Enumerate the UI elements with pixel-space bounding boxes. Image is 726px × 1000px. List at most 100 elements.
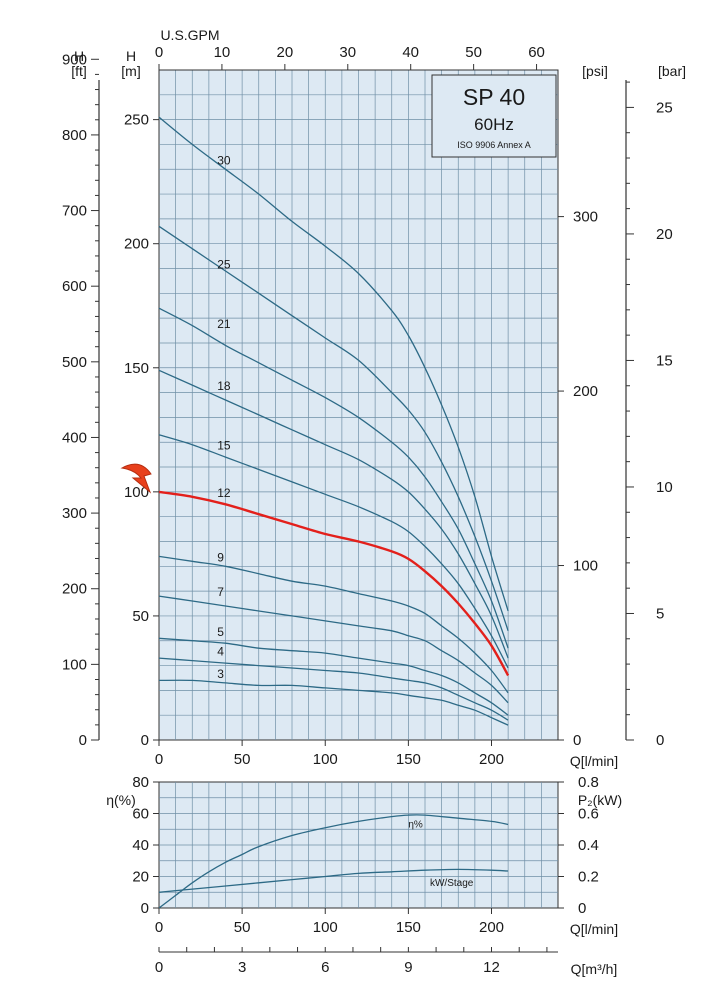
x-tick-gpm: 60 (528, 44, 545, 61)
x-tick-lmin-lower: 200 (479, 919, 504, 936)
flow-lmin-axis-label: Q[l/min] (570, 753, 618, 769)
y-tick-m: 200 (124, 236, 149, 253)
y-tick-bar: 20 (656, 226, 673, 243)
y-tick-eta: 80 (132, 774, 149, 791)
x-tick-lmin: 150 (396, 751, 421, 768)
curve-label-21: 21 (217, 317, 231, 331)
y-tick-p2: 0.6 (578, 806, 599, 823)
curve-label-4: 4 (217, 645, 224, 659)
curve-label-15: 15 (217, 439, 231, 453)
y-tick-eta: 40 (132, 837, 149, 854)
y-tick-bar: 25 (656, 99, 673, 116)
y-tick-ft: 600 (62, 278, 87, 295)
x-tick-gpm: 20 (277, 44, 294, 61)
curve-power (158, 868, 509, 893)
model-name: SP 40 (463, 84, 525, 110)
y-tick-p2: 0.2 (578, 869, 599, 886)
curve-stages-7 (158, 595, 509, 704)
y-tick-m: 50 (132, 608, 149, 625)
y-tick-psi: 0 (573, 732, 581, 749)
x-tick-lmin-lower: 150 (396, 919, 421, 936)
x-tick-lmin: 200 (479, 751, 504, 768)
curve-stages-21 (158, 307, 509, 649)
y-tick-p2: 0.8 (578, 774, 599, 791)
y-tick-m: 150 (124, 360, 149, 377)
curve-stages-4 (158, 657, 509, 721)
x-tick-m3h: 3 (238, 959, 246, 976)
y-tick-psi: 100 (573, 558, 598, 575)
curve-label-18: 18 (217, 379, 231, 393)
x-tick-gpm: 10 (214, 44, 231, 61)
y-tick-p2: 0.4 (578, 837, 599, 854)
curve-label-25: 25 (217, 258, 231, 272)
y-tick-ft: 0 (79, 732, 87, 749)
y-tick-ft: 900 (62, 51, 87, 68)
model-info-box: SP 40 60Hz ISO 9906 Annex A (431, 74, 557, 158)
curve-label-7: 7 (217, 585, 224, 599)
bar-axis-label: [bar] (658, 63, 686, 79)
y-tick-eta: 0 (141, 900, 149, 917)
curve-label-9: 9 (217, 550, 224, 564)
y-tick-ft: 800 (62, 127, 87, 144)
efficiency-axis-label: η(%) (106, 792, 136, 808)
curve-label-3: 3 (217, 667, 224, 681)
curve-stages-12 (158, 490, 510, 677)
x-tick-m3h: 12 (483, 959, 500, 976)
y-tick-bar: 0 (656, 732, 664, 749)
x-tick-gpm: 50 (465, 44, 482, 61)
y-tick-m: 100 (124, 484, 149, 501)
curve-label-5: 5 (217, 625, 224, 639)
curve-stages-18 (158, 369, 509, 659)
y-tick-bar: 5 (656, 605, 664, 622)
power-axis-label: P₂(kW) (578, 792, 622, 808)
y-tick-m: 250 (124, 112, 149, 129)
frequency-label: 60Hz (474, 115, 514, 134)
curve-label-power: kW/Stage (430, 878, 474, 889)
curve-label-12: 12 (217, 486, 231, 500)
efficiency-plot-grid (159, 782, 558, 908)
x-tick-gpm: 40 (402, 44, 419, 61)
axes: 0501001502002500100200300400500600700800… (62, 44, 673, 976)
curve-stages-15 (158, 434, 509, 669)
gpm-axis-label: U.S.GPM (160, 27, 219, 43)
x-tick-lmin-lower: 0 (155, 919, 163, 936)
highlight-arrow-icon (120, 463, 152, 494)
y-tick-bar: 15 (656, 352, 673, 369)
curve-efficiency (158, 814, 509, 909)
x-tick-lmin: 50 (234, 751, 251, 768)
y-tick-ft: 400 (62, 429, 87, 446)
head-m-axis-label: H (126, 48, 136, 64)
x-tick-lmin: 100 (313, 751, 338, 768)
curve-stages-30 (158, 116, 509, 612)
curve-stages-3 (158, 679, 509, 726)
x-tick-lmin-lower: 100 (313, 919, 338, 936)
x-tick-m3h: 6 (321, 959, 329, 976)
standard-label: ISO 9906 Annex A (457, 140, 531, 150)
y-tick-m: 0 (141, 732, 149, 749)
curve-stages-5 (158, 637, 509, 716)
y-tick-ft: 200 (62, 581, 87, 598)
efficiency-curves: η% kW/Stage (158, 814, 509, 909)
curve-label-30: 30 (217, 153, 231, 167)
head-ft-axis-unit: [ft] (71, 63, 87, 79)
psi-axis-label: [psi] (582, 63, 608, 79)
y-tick-psi: 200 (573, 383, 598, 400)
curve-stages-25 (158, 225, 509, 632)
x-tick-m3h: 9 (404, 959, 412, 976)
head-m-axis-unit: [m] (121, 63, 140, 79)
y-tick-eta: 60 (132, 806, 149, 823)
y-tick-ft: 300 (62, 505, 87, 522)
head-plot-grid (159, 70, 558, 740)
y-tick-ft: 100 (62, 656, 87, 673)
x-tick-gpm: 30 (339, 44, 356, 61)
y-tick-ft: 500 (62, 354, 87, 371)
y-tick-bar: 10 (656, 479, 673, 496)
x-tick-lmin: 0 (155, 751, 163, 768)
x-tick-m3h: 0 (155, 959, 163, 976)
x-tick-lmin-lower: 50 (234, 919, 251, 936)
y-tick-ft: 700 (62, 203, 87, 220)
y-tick-p2: 0 (578, 900, 586, 917)
curve-stages-9 (158, 555, 509, 694)
x-tick-gpm: 0 (155, 44, 163, 61)
